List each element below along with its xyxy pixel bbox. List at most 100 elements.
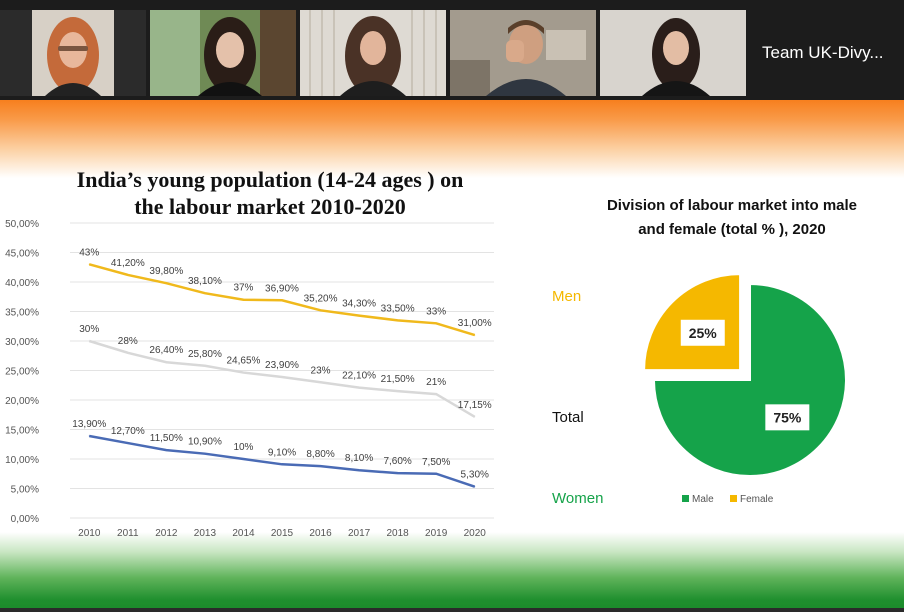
participant-video-3[interactable]: [300, 10, 446, 96]
pie-chart-title-line-1: Division of labour market into male: [606, 197, 858, 214]
x-tick-label: 2017: [348, 528, 371, 539]
series-1-point: [358, 315, 360, 317]
participant-video-4[interactable]: [450, 10, 596, 96]
series-1-point: [242, 299, 244, 301]
x-tick-label: 2013: [194, 528, 217, 539]
pie-slice-label: 75%: [773, 409, 802, 425]
series-1-point: [165, 282, 167, 284]
series-3-data-label: 13,90%: [72, 419, 106, 430]
series-1-data-label: 43%: [79, 247, 99, 258]
x-tick-label: 2018: [387, 528, 410, 539]
series-3-data-label: 9,10%: [268, 447, 296, 458]
series-1-data-label: 33,50%: [381, 303, 415, 314]
series-1-point: [474, 334, 476, 336]
series-2-point: [242, 372, 244, 374]
series-3-point: [358, 469, 360, 471]
series-2-point: [127, 352, 129, 354]
series-3-point: [127, 442, 129, 444]
series-2-point: [435, 393, 437, 395]
series-2-data-label: 28%: [118, 336, 138, 347]
total-label: Total: [552, 409, 584, 426]
x-tick-label: 2011: [117, 528, 139, 539]
series-1-point: [127, 274, 129, 276]
series-3-point: [165, 449, 167, 451]
series-2-data-label: 17,15%: [458, 400, 492, 411]
series-2-data-label: 21,50%: [381, 374, 415, 385]
x-tick-label: 2014: [232, 528, 255, 539]
x-tick-label: 2020: [464, 528, 487, 539]
series-3-data-label: 7,60%: [383, 456, 411, 467]
participant-strip: Team UK-Divy...: [0, 0, 904, 100]
y-tick-label: 50,00%: [5, 219, 39, 230]
pie-chart-title-line-2: and female (total % ), 2020: [638, 221, 826, 238]
x-tick-label: 2019: [425, 528, 448, 539]
series-1-data-label: 35,20%: [304, 293, 338, 304]
series-2-point: [474, 416, 476, 418]
x-tick-label: 2010: [78, 528, 101, 539]
y-tick-label: 5,00%: [11, 485, 39, 496]
line-chart: 0,00% 5,00% 10,00% 15,00% 20,00% 25,00% 30,00%…: [5, 219, 494, 539]
series-3-data-label: 10%: [233, 442, 253, 453]
series-2-point: [320, 381, 322, 383]
series-2-point: [165, 361, 167, 363]
series-2-data-label: 21%: [426, 377, 446, 388]
series-2-data-label: 25,80%: [188, 349, 222, 360]
series-3-data-label: 10,90%: [188, 437, 222, 448]
series-1-point: [435, 322, 437, 324]
series-3-point: [435, 473, 437, 475]
series-3-line: [89, 434, 476, 488]
series-2-data-label: 23%: [311, 365, 331, 376]
series-3-data-label: 11,50%: [150, 433, 183, 444]
x-tick-label: 2016: [309, 528, 332, 539]
series-3-data-label: 8,10%: [345, 453, 373, 464]
series-1-data-label: 33%: [426, 306, 446, 317]
series-3-point: [281, 463, 283, 465]
series-3-data-label: 8,80%: [306, 449, 334, 460]
series-2-data-label: 26,40%: [149, 345, 183, 356]
series-1-point: [320, 309, 322, 311]
series-2-point: [204, 365, 206, 367]
pie-label-box: [680, 319, 725, 346]
series-2-point: [397, 390, 399, 392]
participant-5-thumbnail: [600, 10, 746, 96]
series-2-point: [88, 340, 90, 342]
series-3-point: [88, 435, 90, 437]
participant-video-1[interactable]: [0, 10, 146, 96]
y-tick-label: 10,00%: [5, 455, 39, 466]
series-1-point: [88, 263, 90, 265]
participant-video-5[interactable]: [600, 10, 746, 96]
series-1-data-label: 31,00%: [458, 318, 492, 329]
series-1-data-label: 38,10%: [188, 276, 222, 287]
series-3-data-label: 5,30%: [461, 470, 489, 481]
series-2-data-label: 24,65%: [226, 356, 260, 367]
pie-chart-title: Division of labour market into male and …: [572, 194, 892, 242]
series-2-data-label: 30%: [79, 324, 99, 335]
women-label: Women: [552, 490, 604, 507]
participant-4-thumbnail: [450, 10, 596, 96]
series-3-point: [242, 458, 244, 460]
series-1-line: [88, 263, 476, 337]
series-1-point: [204, 292, 206, 294]
series-2-data-label: 23,90%: [265, 360, 299, 371]
pie-slice-label: 25%: [689, 325, 718, 341]
series-3-point: [397, 472, 399, 474]
series-1-data-label: 34,30%: [342, 299, 376, 310]
y-tick-label: 45,00%: [5, 249, 39, 260]
line-chart-title-line-2: the labour market 2010-2020: [134, 194, 406, 219]
series-1-data-label: 39,80%: [149, 266, 183, 277]
y-tick-label: 0,00%: [11, 514, 39, 525]
participant-2-thumbnail: [150, 10, 296, 96]
participant-1-thumbnail: [0, 10, 146, 96]
series-1-data-label: 41,20%: [111, 258, 145, 269]
legend-swatch: [682, 495, 689, 502]
series-1-point: [281, 299, 283, 301]
men-label: Men: [552, 288, 582, 305]
series-3-point: [320, 465, 322, 467]
legend-swatch: [730, 495, 737, 502]
series-3-point: [474, 486, 476, 488]
x-tick-label: 2015: [271, 528, 294, 539]
participant-video-2[interactable]: [150, 10, 296, 96]
series-3-data-label: 7,50%: [422, 457, 450, 468]
series-1-data-label: 36,90%: [265, 283, 299, 294]
team-participant-tile[interactable]: Team UK-Divy...: [752, 10, 904, 96]
